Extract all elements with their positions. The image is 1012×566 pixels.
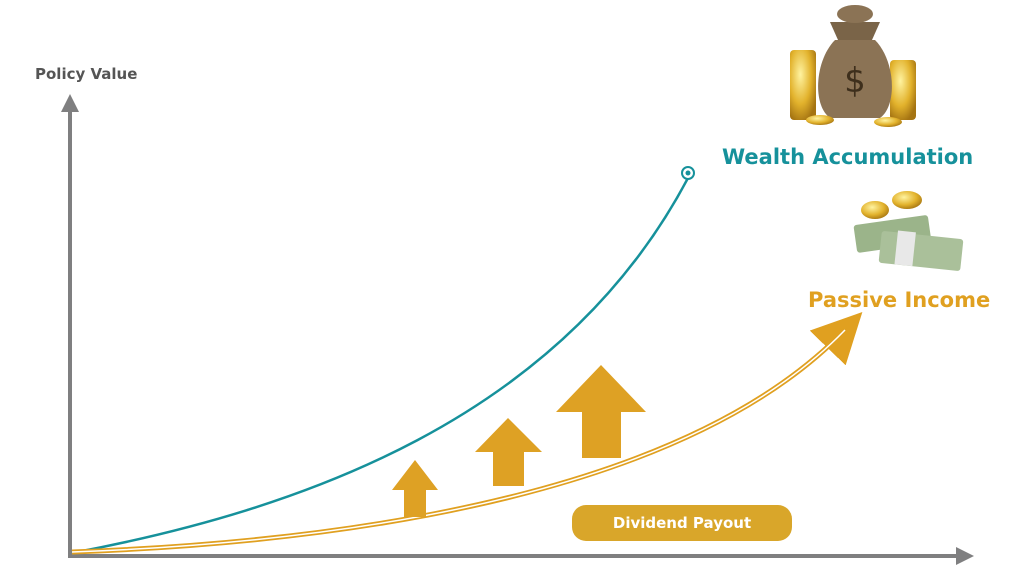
money-stack-icon: [853, 191, 963, 271]
svg-text:$: $: [844, 61, 866, 101]
money-bag-icon: $: [790, 5, 916, 127]
y-axis-label: Policy Value: [35, 65, 137, 83]
diagram: Policy Value Dividend Payout Wealth Accu…: [0, 0, 1012, 566]
badge-text: Dividend Payout: [613, 514, 751, 532]
curve-label: Wealth Accumulation: [722, 145, 973, 169]
wealth-curve: [72, 178, 688, 553]
curve-label: Passive Income: [808, 288, 990, 312]
